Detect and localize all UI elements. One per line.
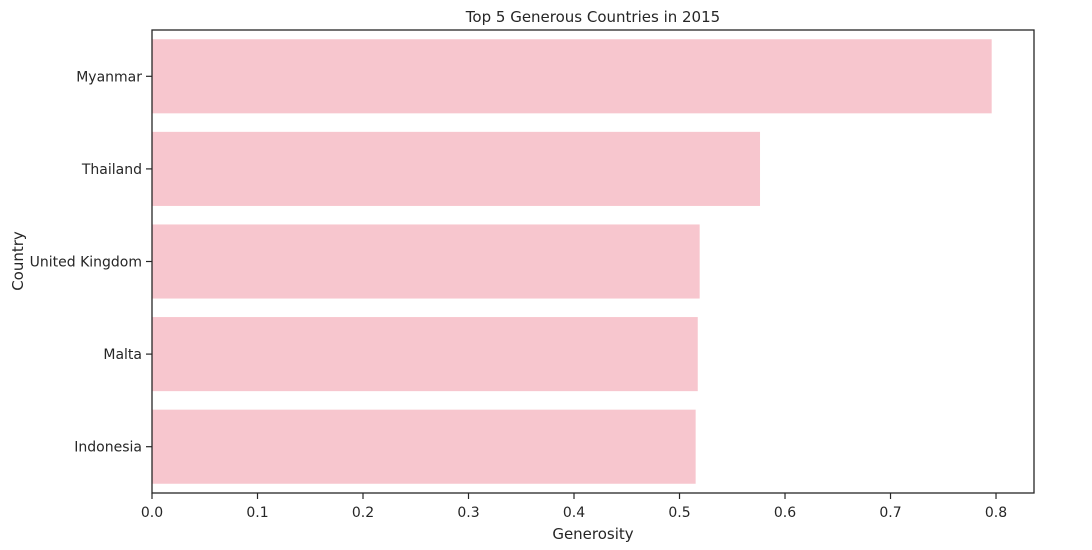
x-axis-ticks: 0.0 0.1 0.2 0.3 0.4 0.5 0.6 0.7 0.8 — [141, 493, 1007, 521]
y-tick-label: United Kingdom — [30, 255, 142, 271]
bar-myanmar — [152, 39, 992, 114]
y-tick-label: Indonesia — [74, 440, 142, 456]
chart-title: Top 5 Generous Countries in 2015 — [465, 8, 720, 26]
x-tick-label: 0.8 — [985, 505, 1007, 521]
plot-frame — [151, 29, 1035, 494]
y-axis-ticks: Myanmar Thailand United Kingdom Malta Indone… — [30, 69, 152, 456]
bars-group — [152, 39, 992, 484]
x-tick-label: 0.6 — [774, 505, 796, 521]
y-tick-label: Malta — [103, 347, 142, 363]
y-tick-label: Thailand — [81, 162, 142, 178]
x-tick-label: 0.3 — [457, 505, 479, 521]
bar-thailand — [152, 131, 761, 206]
bar-malta — [152, 317, 698, 392]
x-tick-label: 0.0 — [141, 505, 163, 521]
y-tick-label: Myanmar — [76, 69, 142, 85]
bar-united-kingdom — [152, 224, 700, 299]
x-tick-label: 0.4 — [563, 505, 585, 521]
x-tick-label: 0.7 — [879, 505, 901, 521]
bar-indonesia — [152, 409, 696, 484]
x-axis-title: Generosity — [552, 525, 633, 543]
x-tick-label: 0.5 — [668, 505, 690, 521]
x-tick-label: 0.2 — [352, 505, 374, 521]
x-tick-label: 0.1 — [246, 505, 268, 521]
y-axis-title: Country — [9, 231, 27, 291]
